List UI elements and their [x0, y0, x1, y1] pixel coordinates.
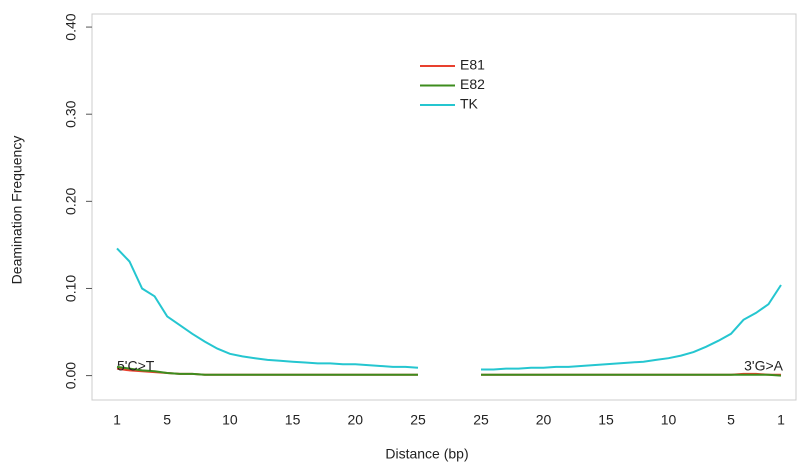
y-axis-title: Deamination Frequency	[9, 136, 25, 285]
x-tick-label: 25	[410, 412, 426, 428]
x-tick-label: 15	[598, 412, 614, 428]
plot-frame	[91, 13, 797, 401]
x-tick-label: 5	[163, 412, 171, 428]
series-line	[116, 365, 418, 376]
y-tick-label: 0.40	[63, 13, 79, 40]
legend-label: TK	[460, 96, 479, 112]
x-axis-title: Distance (bp)	[385, 446, 468, 462]
x-tick-label: 20	[536, 412, 552, 428]
series-line	[481, 373, 782, 377]
x-tick-label: 20	[348, 412, 364, 428]
legend-label: E82	[460, 76, 485, 92]
x-tick-label: 1	[113, 412, 121, 428]
x-tick-label: 15	[285, 412, 301, 428]
x-tick-label: 10	[661, 412, 677, 428]
series-line	[481, 284, 782, 371]
x-tick-label: 5	[727, 412, 735, 428]
y-tick-label: 0.30	[63, 100, 79, 127]
legend-label: E81	[460, 57, 485, 73]
y-tick-label: 0.10	[63, 275, 79, 302]
annotation: 3'G>A	[744, 358, 784, 374]
annotation: 5'C>T	[117, 358, 155, 374]
y-tick-label: 0.00	[63, 362, 79, 389]
x-tick-label: 25	[473, 412, 489, 428]
y-tick-label: 0.20	[63, 187, 79, 214]
x-tick-label: 10	[222, 412, 238, 428]
series-line	[116, 247, 419, 369]
x-tick-label: 1	[777, 412, 785, 428]
